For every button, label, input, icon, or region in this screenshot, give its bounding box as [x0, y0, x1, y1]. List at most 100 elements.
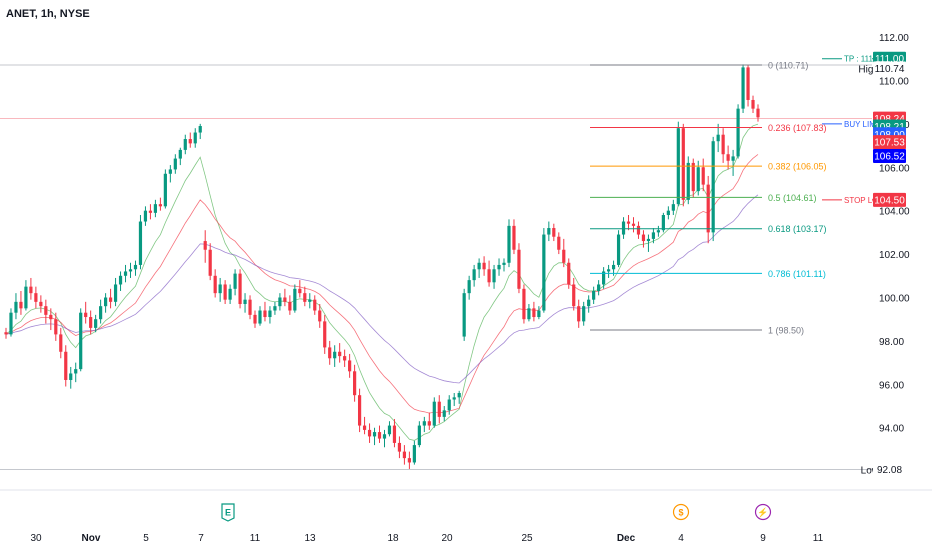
candle-body: [138, 221, 143, 265]
candle-body: [49, 314, 53, 320]
candle-body: [308, 299, 312, 302]
annotation-label: TP : 111-: [844, 55, 876, 64]
candle-body: [597, 284, 601, 291]
candle-body: [557, 236, 561, 250]
time-axis[interactable]: 30 Nov 5 7 11 13 18 20 25 Dec 4 9 11: [30, 533, 823, 544]
candle-body: [298, 288, 302, 294]
candle-body: [492, 269, 496, 283]
candle-body: [323, 321, 327, 348]
time-tick-label: 20: [441, 533, 453, 544]
candle-body: [84, 312, 88, 318]
candle-body: [512, 225, 516, 250]
price-tick-label: 112.00: [879, 33, 909, 44]
candle-body: [661, 215, 665, 231]
candle-body: [183, 139, 187, 150]
candle-body: [487, 269, 491, 283]
candle-body: [143, 210, 148, 222]
candle-body: [592, 290, 596, 300]
price-tick-label: 94.00: [879, 424, 904, 435]
candle-body: [263, 310, 267, 318]
candle-body: [621, 221, 626, 235]
price-label-box: [873, 61, 906, 76]
candle-body: [59, 334, 63, 352]
candle-body: [188, 139, 192, 144]
price-tick-label: 110.00: [879, 76, 909, 87]
time-tick-label: 11: [813, 533, 824, 544]
candle-body: [616, 234, 621, 265]
candle-body: [64, 351, 68, 380]
candle-body: [338, 351, 342, 357]
candle-body: [721, 134, 725, 155]
price-tick-label: 100.00: [879, 293, 910, 304]
candle-body: [4, 332, 8, 335]
time-tick-label: Nov: [82, 533, 101, 544]
price-label-text: 92.08: [877, 465, 902, 476]
candle-body: [407, 458, 411, 463]
candle-body: [303, 293, 307, 302]
candle-body: [74, 369, 78, 374]
event-icon-letter: E: [225, 508, 231, 518]
candle-body: [716, 134, 720, 142]
candle-body: [168, 169, 172, 174]
candle-body: [367, 429, 372, 437]
candle-body: [278, 297, 282, 307]
candle-body: [577, 306, 581, 322]
candle-body: [218, 284, 222, 294]
candle-body: [203, 241, 207, 250]
candles: [4, 64, 760, 469]
chart-title: ANET, 1h, NYSE: [6, 8, 90, 20]
candle-body: [696, 167, 700, 192]
candle-body: [636, 225, 641, 235]
candle-body: [392, 425, 397, 443]
candle-body: [756, 108, 760, 118]
candle-body: [14, 301, 18, 313]
event-icon-letter: $: [678, 508, 683, 518]
candle-body: [572, 284, 576, 307]
candle-body: [372, 432, 377, 437]
time-tick-label: 30: [30, 533, 42, 544]
candle-body: [552, 228, 556, 237]
candle-body: [193, 132, 197, 144]
fib-level-label: 0 (110.71): [768, 61, 808, 71]
candle-body: [547, 228, 551, 235]
moving-average-line: [5, 123, 759, 441]
candle-body: [158, 204, 162, 207]
time-tick-label: Dec: [617, 533, 636, 544]
candle-body: [108, 297, 113, 302]
fib-level-label: 1 (98.50): [768, 326, 804, 336]
candle-body: [606, 269, 611, 272]
candle-body: [402, 451, 407, 459]
time-tick-label: 5: [143, 533, 149, 544]
dividend-icon: [672, 503, 690, 521]
candle-body: [412, 445, 416, 463]
price-tick-label: 106.00: [879, 163, 910, 174]
event-icon-letter: ⚡: [757, 507, 768, 519]
time-tick-label: 18: [387, 533, 399, 544]
candle-body: [437, 401, 441, 417]
candle-body: [442, 410, 446, 417]
candle-body: [517, 249, 521, 289]
candle-body: [148, 210, 153, 213]
candle-body: [353, 371, 357, 396]
price-label-text: 106.52: [874, 151, 905, 162]
price-tick-label: 104.00: [879, 207, 910, 218]
time-tick-label: 25: [521, 533, 533, 544]
candle-body: [537, 310, 541, 318]
candle-body: [502, 262, 506, 265]
price-axis[interactable]: 94.0096.0098.00100.00102.00104.00106.001…: [858, 33, 910, 477]
candle-body: [357, 395, 362, 426]
candle-body: [24, 286, 28, 309]
candle-body: [611, 264, 616, 270]
candle-body: [602, 271, 606, 285]
candle-body: [133, 264, 138, 270]
candle-body: [527, 308, 531, 320]
candle-body: [104, 297, 108, 307]
candle-body: [497, 264, 501, 270]
candle-body: [432, 401, 436, 426]
candle-body: [318, 310, 322, 322]
candle-body: [751, 99, 755, 109]
time-tick-label: 4: [678, 533, 684, 544]
candle-body: [532, 308, 536, 318]
fibonacci-levels: 0 (110.71) 0.236 (107.83) 0.382 (106.05) 0.…: [590, 61, 827, 336]
